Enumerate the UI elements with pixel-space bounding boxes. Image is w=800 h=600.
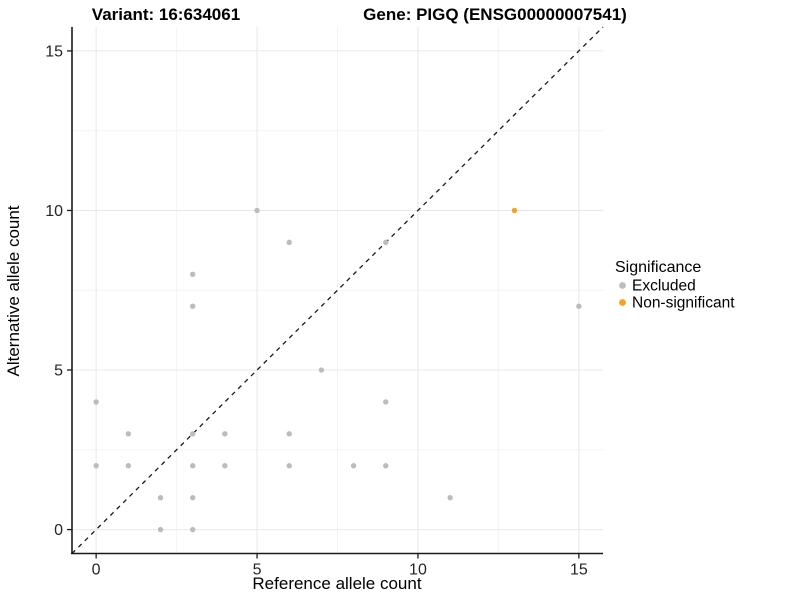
data-point-excluded	[189, 303, 196, 309]
data-point-excluded	[383, 399, 389, 405]
legend-item-label: Excluded	[632, 278, 696, 295]
data-point-excluded	[350, 463, 357, 469]
data-point-excluded	[93, 399, 99, 405]
data-point-excluded	[254, 207, 260, 214]
data-point-excluded	[222, 463, 228, 469]
data-point-excluded	[125, 463, 132, 469]
legend-item-excluded: Excluded	[619, 278, 696, 295]
legend-item-label: Non-significant	[632, 295, 735, 312]
data-point-non-significant	[511, 207, 518, 214]
x-tick-label: 5	[253, 562, 262, 579]
data-point-excluded	[93, 463, 99, 469]
data-point-excluded	[383, 239, 389, 246]
x-tick-label: 10	[409, 562, 427, 579]
y-tick-label: 0	[54, 522, 63, 539]
data-point-excluded	[189, 526, 196, 533]
data-point-excluded	[286, 239, 292, 246]
data-point-excluded	[447, 494, 453, 501]
legend-key-dot	[619, 299, 626, 306]
plot-panel: 0 5 10 15 0 5 10 15	[45, 26, 604, 579]
y-tick-label: 5	[54, 363, 63, 380]
data-point-excluded	[318, 367, 325, 373]
variant-title: Variant: 16:634061	[92, 5, 240, 24]
x-tick-label: 0	[92, 562, 101, 579]
data-point-excluded	[157, 494, 164, 501]
data-point-excluded	[286, 431, 292, 437]
data-point-excluded	[189, 463, 196, 469]
data-point-excluded	[189, 431, 196, 437]
gene-title: Gene: PIGQ (ENSG00000007541)	[363, 5, 627, 24]
legend-item-non-significant: Non-significant	[619, 295, 735, 312]
y-tick-label: 10	[45, 203, 63, 220]
data-point-excluded	[125, 431, 132, 437]
x-axis-title: Reference allele count	[252, 574, 421, 593]
y-axis-title: Alternative allele count	[4, 205, 23, 376]
legend-key-dot	[619, 282, 626, 289]
data-point-excluded	[189, 271, 196, 277]
identity-dashed-line	[71, 26, 604, 554]
data-point-excluded	[157, 526, 164, 533]
data-point-excluded	[189, 494, 196, 501]
data-point-excluded	[222, 431, 228, 437]
x-tick-label: 15	[570, 562, 588, 579]
data-point-excluded	[383, 463, 389, 469]
y-tick-label: 15	[45, 43, 63, 60]
data-point-excluded	[286, 463, 292, 469]
data-point-excluded	[576, 303, 582, 309]
legend-title: Significance	[615, 259, 701, 276]
